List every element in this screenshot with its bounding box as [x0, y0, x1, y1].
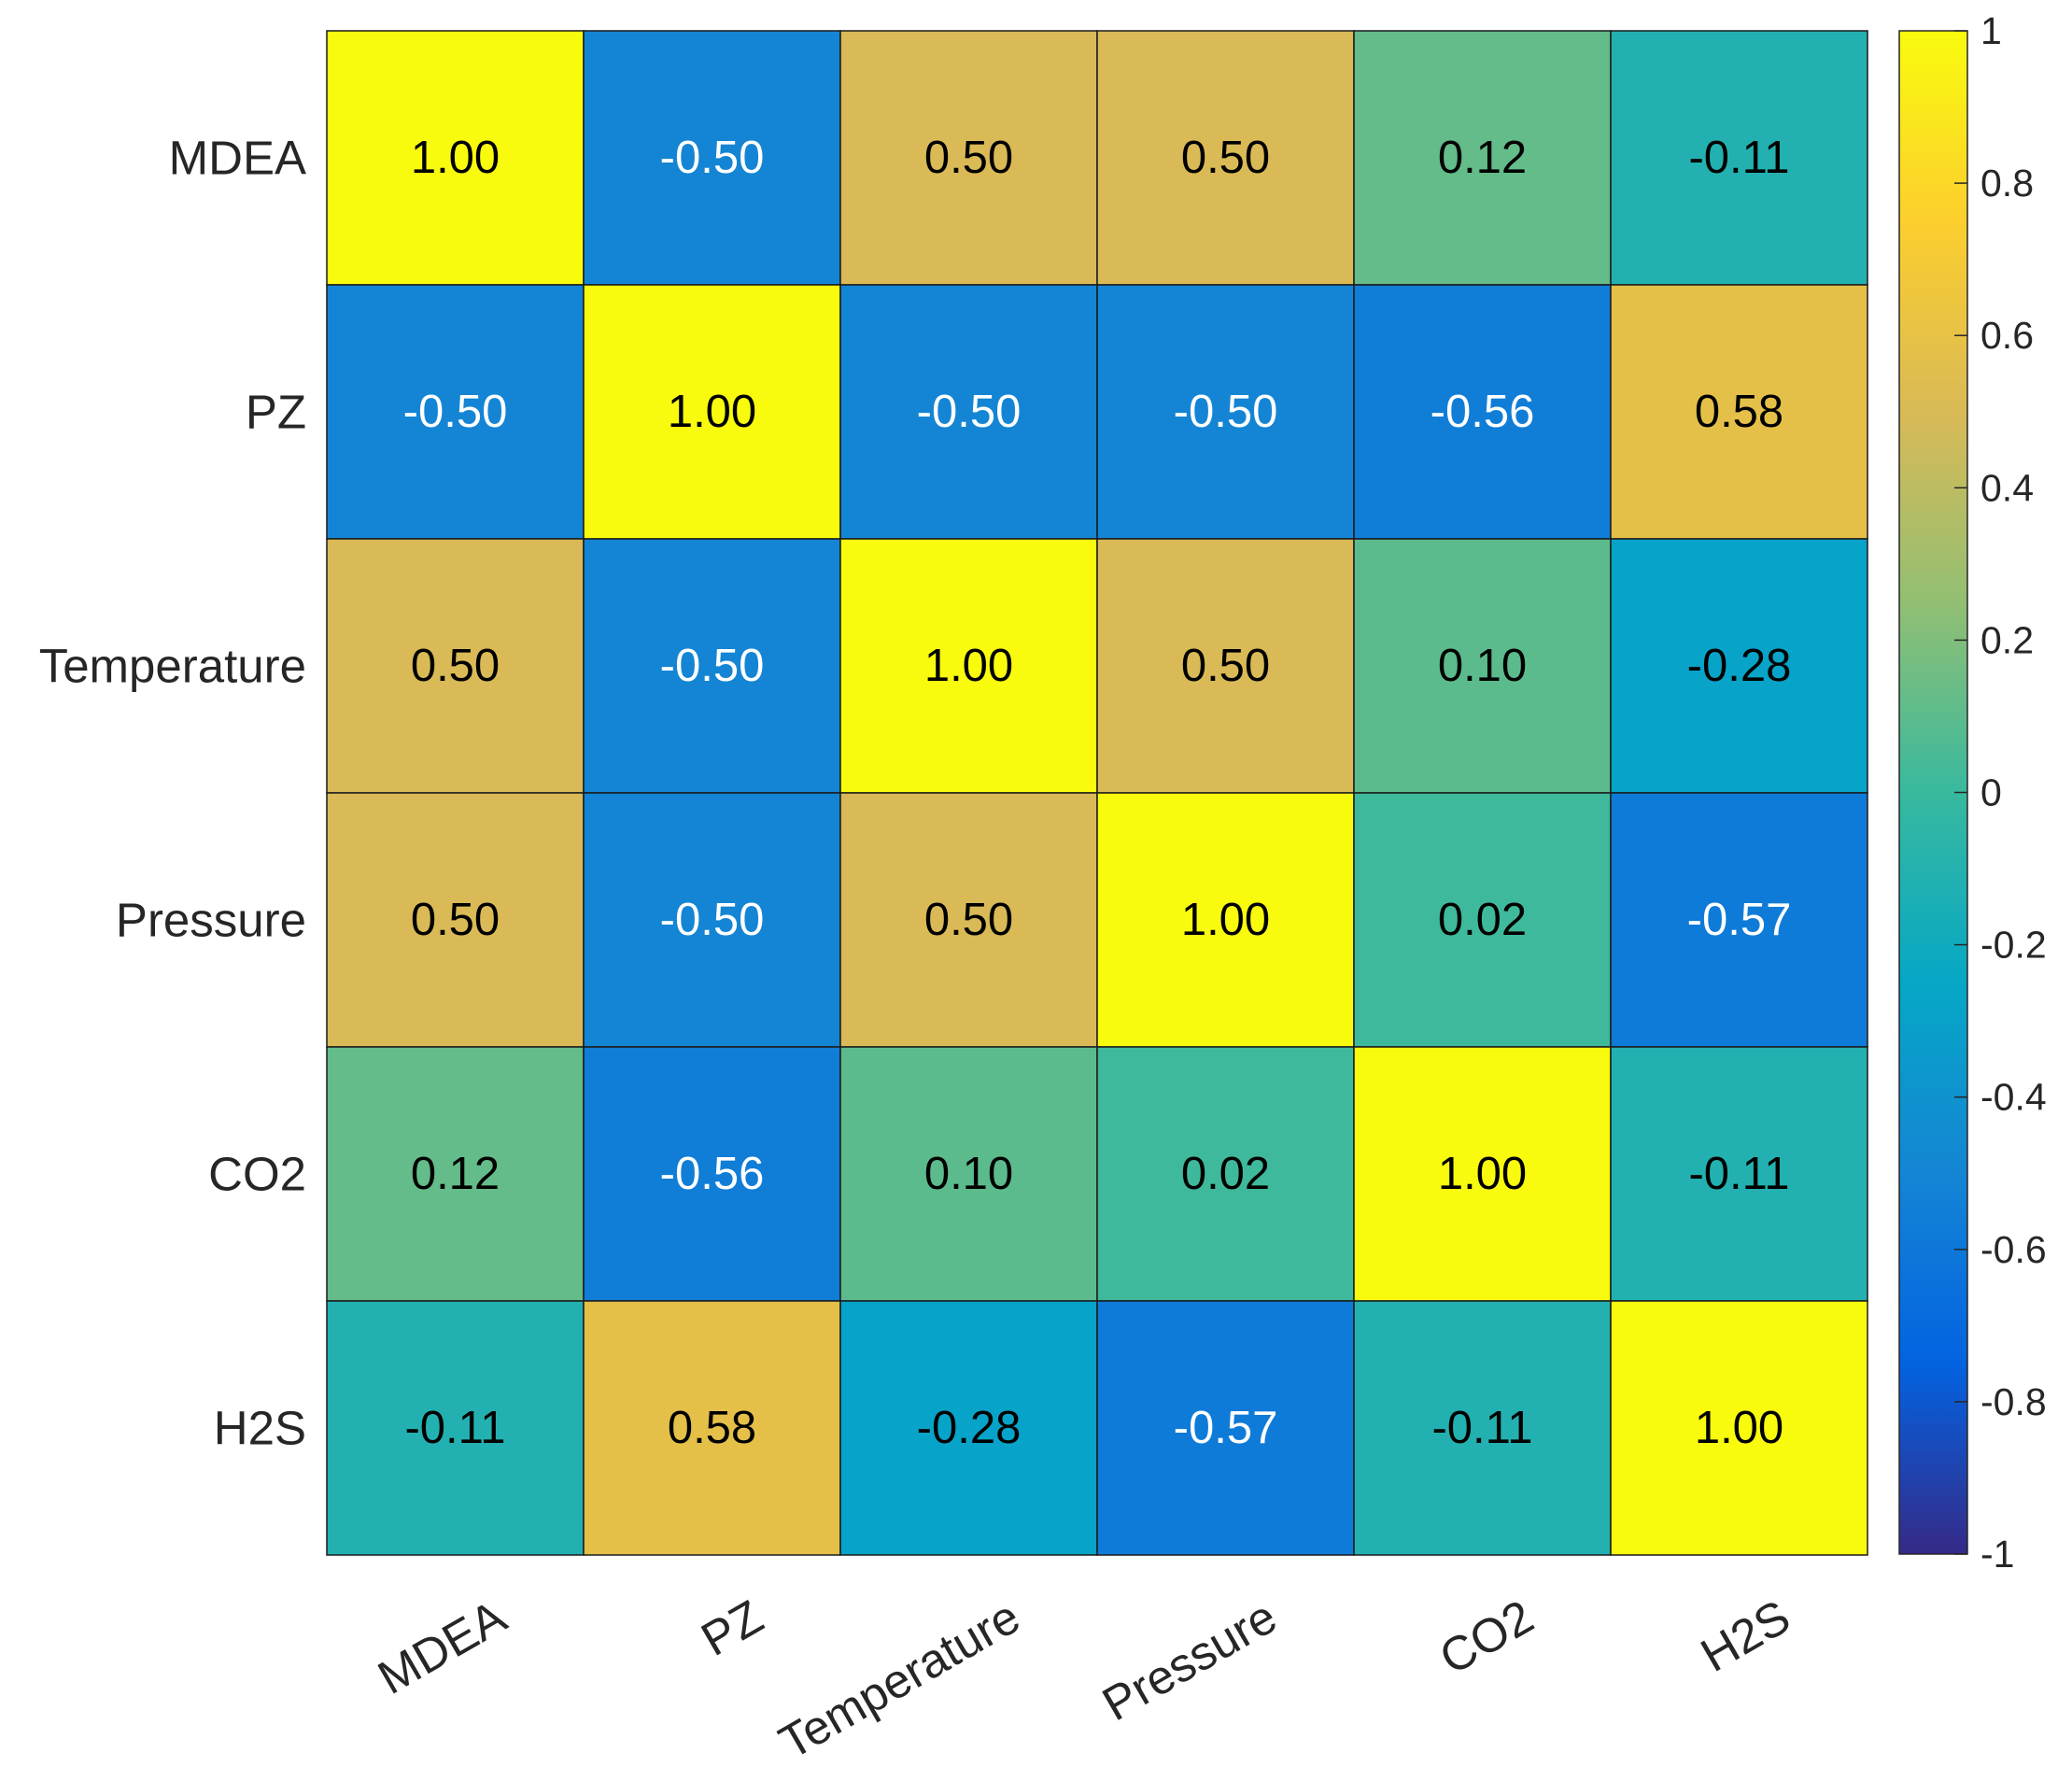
cell-value-label: 0.50 [924, 895, 1013, 945]
cell-value-label: 0.58 [668, 1403, 756, 1453]
heatmap-cell-co2-co2 [1353, 1046, 1612, 1302]
heatmap-cell-mdea-mdea [326, 30, 585, 286]
row-label-temperature: Temperature [39, 640, 306, 693]
cell-value-label: -0.50 [660, 133, 765, 183]
colorbar-tick-label: -0.2 [1980, 924, 2047, 967]
column-label-temperature: Temperature [770, 1590, 1028, 1767]
colorbar-tick-label: 0.6 [1980, 314, 2034, 357]
cell-value-label: 0.50 [924, 133, 1013, 183]
cell-value-label: 0.50 [1181, 133, 1270, 183]
cell-value-label: 0.12 [1438, 133, 1527, 183]
row-label-h2s: H2S [214, 1402, 306, 1455]
cell-value-label: 1.00 [1438, 1149, 1527, 1199]
colorbar-tick-label: -1 [1980, 1533, 2014, 1576]
heatmap-cell-co2-pressure [1096, 1046, 1355, 1302]
heatmap-cell-pz-mdea [326, 284, 585, 540]
cell-value-label: 0.02 [1181, 1149, 1270, 1199]
heatmap-cell-pz-pressure [1096, 284, 1355, 540]
cell-value-label: 1.00 [1181, 895, 1270, 945]
heatmap-cell-temperature-temperature [839, 538, 1098, 794]
cell-value-label: 0.50 [411, 895, 500, 945]
heatmap-cell-temperature-pz [583, 538, 841, 794]
row-label-pressure: Pressure [116, 894, 306, 947]
heatmap-cell-co2-pz [583, 1046, 841, 1302]
column-label-h2s: H2S [1692, 1590, 1798, 1682]
cell-value-label: 1.00 [411, 133, 500, 183]
cell-value-label: -0.11 [1431, 1403, 1532, 1453]
heatmap-cell-mdea-pressure [1096, 30, 1355, 286]
heatmap-cell-h2s-pressure [1096, 1300, 1355, 1556]
cell-value-label: -0.28 [1687, 641, 1792, 691]
heatmap-cell-co2-mdea [326, 1046, 585, 1302]
heatmap-cell-co2-temperature [839, 1046, 1098, 1302]
cell-value-label: -0.57 [1174, 1403, 1278, 1453]
column-label-mdea: MDEA [369, 1590, 514, 1704]
row-label-pz: PZ [246, 386, 306, 439]
cell-value-label: -0.28 [917, 1403, 1022, 1453]
heatmap-cell-pz-pz [583, 284, 841, 540]
heatmap-cell-pressure-pressure [1096, 792, 1355, 1048]
cell-value-label: 0.50 [1181, 641, 1270, 691]
heatmap-cell-pressure-pz [583, 792, 841, 1048]
heatmap-cell-h2s-mdea [326, 1300, 585, 1556]
heatmap-cell-pressure-temperature [839, 792, 1098, 1048]
cell-value-label: 1.00 [924, 641, 1013, 691]
cell-value-label: -0.50 [403, 387, 508, 437]
cell-value-label: 0.10 [924, 1149, 1013, 1199]
row-label-co2: CO2 [208, 1148, 306, 1201]
colorbar-tick-label: 0 [1980, 771, 2002, 814]
y-axis-tick-labels: MDEA PZ Temperature Pressure CO2 H2S [39, 132, 306, 1455]
heatmap-cell-pressure-h2s [1610, 792, 1868, 1048]
row-label-mdea: MDEA [169, 132, 306, 185]
column-label-pz: PZ [692, 1590, 771, 1666]
heatmap-cell-mdea-h2s [1610, 30, 1868, 286]
heatmap-cell-temperature-h2s [1610, 538, 1868, 794]
cell-value-label: 0.12 [411, 1149, 500, 1199]
cell-value-label: 1.00 [1695, 1403, 1783, 1453]
heatmap-cell-h2s-co2 [1353, 1300, 1612, 1556]
cell-value-label: -0.57 [1687, 895, 1792, 945]
cell-value-label: -0.11 [404, 1403, 505, 1453]
heatmap-cell-temperature-pressure [1096, 538, 1355, 794]
cell-value-label: 0.10 [1438, 641, 1527, 691]
colorbar-tick-label: 1 [1980, 9, 2002, 52]
colorbar-tick-label: -0.8 [1980, 1380, 2047, 1423]
cell-value-label: -0.50 [660, 641, 765, 691]
heatmap-cell-pressure-co2 [1353, 792, 1612, 1048]
cell-value-label: -0.50 [917, 387, 1022, 437]
colorbar-tick-label: 0.2 [1980, 618, 2034, 661]
column-label-pressure: Pressure [1093, 1590, 1285, 1731]
cell-value-label: -0.56 [1431, 387, 1535, 437]
cell-value-label: 0.50 [411, 641, 500, 691]
colorbar-tick-label: 0.4 [1980, 466, 2034, 509]
heatmap-cell-co2-h2s [1610, 1046, 1868, 1302]
cell-value-label: -0.50 [660, 895, 765, 945]
heatmap-cells [326, 30, 1868, 1556]
heatmap-cell-labels: 1.00 -0.50 0.50 0.50 0.12 -0.11 -0.50 1.00 -0.50… [403, 133, 1792, 1453]
heatmap-cell-temperature-co2 [1353, 538, 1612, 794]
cell-value-label: 0.58 [1695, 387, 1783, 437]
cell-value-label: -0.11 [1688, 1149, 1789, 1199]
cell-value-label: -0.50 [1174, 387, 1278, 437]
cell-value-label: 0.02 [1438, 895, 1527, 945]
colorbar-tick-label: -0.6 [1980, 1228, 2047, 1271]
heatmap-cell-mdea-pz [583, 30, 841, 286]
heatmap-cell-h2s-h2s [1610, 1300, 1868, 1556]
colorbar-tick-label: 0.8 [1980, 162, 2034, 205]
heatmap-cell-pressure-mdea [326, 792, 585, 1048]
heatmap-cell-temperature-mdea [326, 538, 585, 794]
heatmap-cell-pz-h2s [1610, 284, 1868, 540]
cell-value-label: 1.00 [668, 387, 756, 437]
heatmap-cell-mdea-temperature [839, 30, 1098, 286]
heatmap-cell-mdea-co2 [1353, 30, 1612, 286]
cell-value-label: -0.11 [1688, 133, 1789, 183]
cell-value-label: -0.56 [660, 1149, 765, 1199]
colorbar: -1 -0.8 -0.6 -0.4 -0.2 0 0.2 0.4 0.6 0.8 1 [1898, 9, 2047, 1576]
colorbar-tick-label: -0.4 [1980, 1076, 2047, 1119]
column-label-co2: CO2 [1431, 1590, 1542, 1685]
